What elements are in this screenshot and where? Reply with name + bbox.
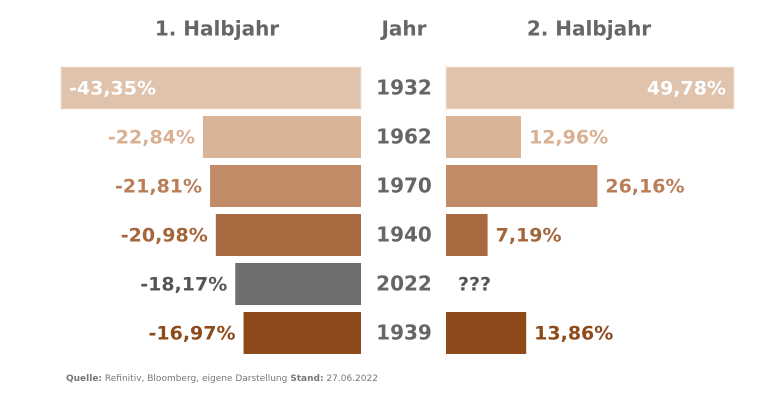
bar	[445, 66, 735, 110]
category-label: 1940	[376, 223, 432, 247]
date: 27.06.2022	[326, 374, 378, 384]
bar	[446, 214, 488, 256]
bar	[202, 116, 361, 158]
bar	[210, 165, 361, 207]
series-header: 1. Halbjahr	[155, 17, 279, 41]
value-label: 7,19%	[496, 225, 562, 247]
category-label: 2022	[376, 272, 432, 296]
bar	[243, 312, 361, 354]
source-label: Quelle:	[66, 374, 102, 384]
value-label: -43,35%	[69, 78, 156, 100]
source-note: Quelle: Refinitiv, Bloomberg, eigene Dar…	[66, 374, 378, 384]
value-label: ???	[458, 274, 491, 296]
value-label: -22,84%	[108, 127, 195, 149]
value-label: 26,16%	[605, 176, 684, 198]
category-label: 1962	[376, 125, 432, 149]
bar	[446, 116, 521, 158]
category-header: Jahr	[379, 17, 426, 41]
date-label: Stand:	[290, 374, 323, 384]
category-label: 1939	[376, 321, 432, 345]
category-label: 1970	[376, 174, 432, 198]
value-label: -16,97%	[149, 323, 236, 345]
source-text: Refinitiv, Bloomberg, eigene Darstellung	[105, 374, 287, 384]
bar	[235, 263, 361, 305]
bar	[215, 214, 361, 256]
bar	[60, 66, 362, 110]
value-label: -20,98%	[121, 225, 208, 247]
bar	[446, 312, 527, 354]
value-label: 49,78%	[647, 78, 726, 100]
value-label: -21,81%	[115, 176, 202, 198]
value-label: 12,96%	[529, 127, 608, 149]
value-label: -18,17%	[140, 274, 227, 296]
bar	[446, 165, 598, 207]
series-header: 2. Halbjahr	[527, 17, 651, 41]
category-label: 1932	[376, 76, 432, 100]
value-label: 13,86%	[534, 323, 613, 345]
